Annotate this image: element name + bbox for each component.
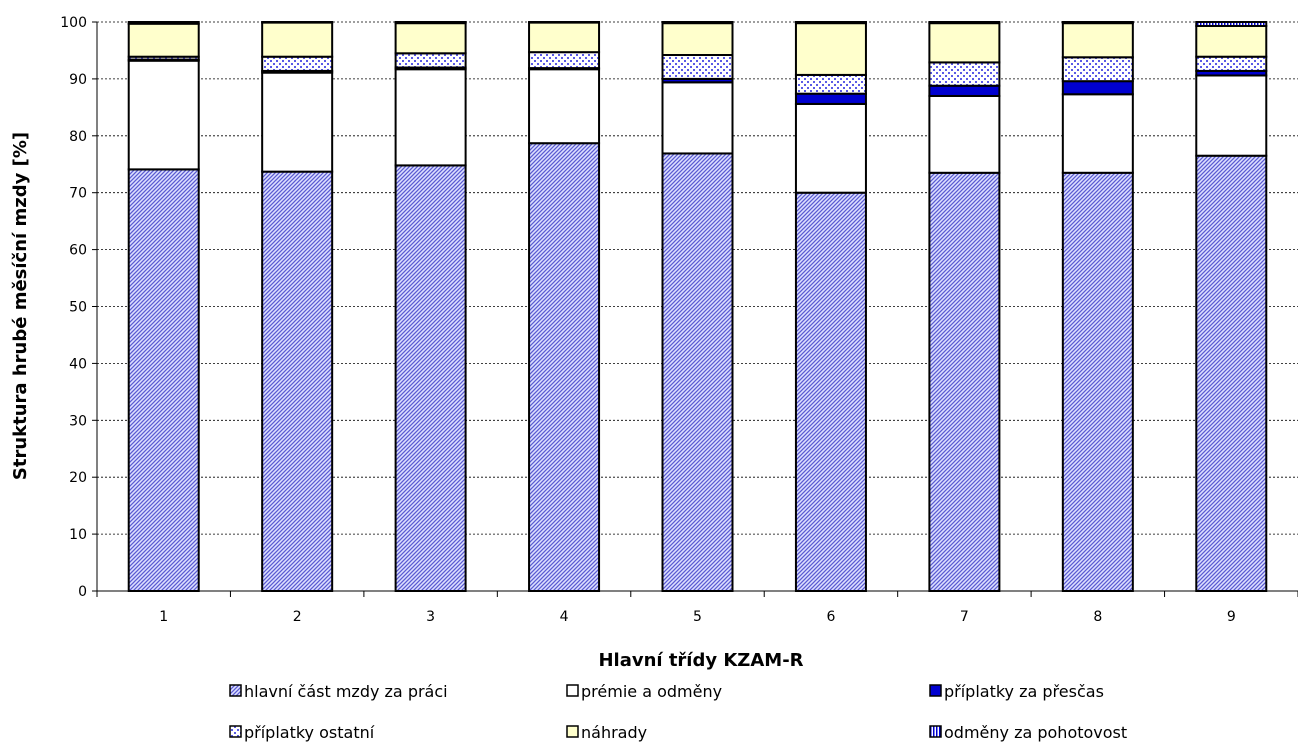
bar-segment-náhrady — [794, 22, 867, 76]
bar-segment-prémie-a-odměny — [794, 102, 867, 194]
bar-segment-příplatky-ostatní — [928, 61, 1001, 87]
x-tick-label: 7 — [960, 609, 969, 625]
bar-segment-odměny-za-pohotovost — [528, 21, 601, 24]
bar-segment-příplatky-za-přesčas — [794, 92, 867, 105]
y-tick-label: 40 — [69, 356, 87, 372]
bar-segment-odměny-za-pohotovost — [127, 21, 200, 25]
legend-swatch — [566, 684, 579, 697]
bar-segment-náhrady — [1195, 24, 1268, 58]
bar-segment-odměny-za-pohotovost — [1061, 21, 1134, 25]
bar-segment-odměny-za-pohotovost — [661, 21, 734, 25]
bar-segment-prémie-a-odměny — [261, 71, 334, 173]
y-tick-label: 60 — [69, 243, 87, 259]
y-tick-label: 20 — [69, 470, 87, 486]
bar-segment-prémie-a-odměny — [528, 68, 601, 145]
bar-segment-náhrady — [127, 22, 200, 58]
axes — [92, 21, 1298, 597]
bar-segment-prémie-a-odměny — [661, 81, 734, 155]
bar-segment-odměny-za-pohotovost — [1195, 21, 1268, 27]
legend-swatch — [229, 684, 242, 697]
bar-segment-náhrady — [394, 22, 467, 55]
legend-label: příplatky za přesčas — [944, 682, 1104, 701]
x-tick-label: 6 — [826, 609, 835, 625]
bar-segment-prémie-a-odměny — [394, 68, 467, 167]
bar-segment-náhrady — [928, 22, 1001, 64]
bar-segment-příplatky-ostatní — [394, 52, 467, 69]
bar-segment-hlavní-část-mzdy-za-práci — [661, 152, 734, 592]
legend-swatch — [566, 725, 579, 738]
y-tick-label: 80 — [69, 129, 87, 145]
bar-segment-příplatky-za-přesčas — [1061, 80, 1134, 96]
bar-segment-odměny-za-pohotovost — [261, 21, 334, 24]
bar-segment-hlavní-část-mzdy-za-práci — [928, 171, 1001, 592]
bar-segment-hlavní-část-mzdy-za-práci — [1195, 154, 1268, 592]
bar-segment-hlavní-část-mzdy-za-práci — [261, 170, 334, 592]
bar-segment-odměny-za-pohotovost — [394, 21, 467, 25]
legend: hlavní část mzdy za práci prémie a odměny… — [229, 682, 1127, 742]
tick-labels: 0 10 20 30 40 50 60 70 80 90 100 1 2 3 4 5 6 7 8 9 — [60, 15, 1235, 625]
x-tick-label: 4 — [560, 609, 569, 625]
x-tick-label: 5 — [693, 609, 702, 625]
x-tick-label: 2 — [293, 609, 302, 625]
bar-segment-prémie-a-odměny — [928, 94, 1001, 174]
bar-segment-prémie-a-odměny — [127, 59, 200, 171]
bar-segment-příplatky-ostatní — [794, 73, 867, 95]
x-tick-label: 8 — [1093, 609, 1102, 625]
legend-label: příplatky ostatní — [244, 723, 375, 742]
bar-segment-příplatky-ostatní — [1195, 55, 1268, 72]
bar-segment-hlavní-část-mzdy-za-práci — [528, 142, 601, 593]
bars — [127, 21, 1268, 593]
y-tick-label: 10 — [69, 527, 87, 543]
bar-segment-odměny-za-pohotovost — [928, 21, 1001, 25]
bar-segment-náhrady — [1061, 22, 1134, 59]
legend-swatch — [929, 725, 942, 738]
bar-segment-příplatky-ostatní — [661, 54, 734, 80]
bar-segment-hlavní-část-mzdy-za-práci — [1061, 171, 1134, 592]
legend-label: prémie a odměny — [581, 682, 722, 701]
y-tick-label: 30 — [69, 413, 87, 429]
x-axis-title: Hlavní třídy KZAM-R — [598, 650, 803, 671]
x-tick-label: 3 — [426, 609, 435, 625]
x-tick-label: 1 — [159, 609, 168, 625]
bar-segment-náhrady — [661, 22, 734, 57]
bar-segment-hlavní-část-mzdy-za-práci — [127, 168, 200, 592]
y-tick-label: 100 — [60, 15, 87, 31]
bar-segment-náhrady — [528, 21, 601, 54]
y-tick-label: 50 — [69, 300, 87, 316]
x-tick-label: 9 — [1227, 609, 1236, 625]
legend-label: náhrady — [581, 723, 647, 742]
bar-segment-odměny-za-pohotovost — [794, 21, 867, 25]
bar-segment-prémie-a-odměny — [1061, 93, 1134, 174]
y-tick-label: 0 — [78, 584, 87, 600]
legend-swatch — [229, 725, 242, 738]
y-tick-label: 90 — [69, 72, 87, 88]
bar-segment-hlavní-část-mzdy-za-práci — [394, 164, 467, 592]
legend-label: hlavní část mzdy za práci — [244, 682, 448, 701]
legend-swatch — [929, 684, 942, 697]
legend-label: odměny za pohotovost — [944, 723, 1127, 742]
bar-segment-příplatky-ostatní — [1061, 56, 1134, 83]
bar-segment-příplatky-ostatní — [261, 55, 334, 72]
bar-segment-prémie-a-odměny — [1195, 74, 1268, 157]
bar-segment-příplatky-ostatní — [528, 51, 601, 70]
bar-segment-náhrady — [261, 21, 334, 58]
y-axis-title: Struktura hrubé měsíční mzdy [%] — [10, 132, 31, 480]
y-tick-label: 70 — [69, 186, 87, 202]
bar-segment-hlavní-část-mzdy-za-práci — [794, 191, 867, 592]
bar-segment-příplatky-za-přesčas — [928, 84, 1001, 97]
